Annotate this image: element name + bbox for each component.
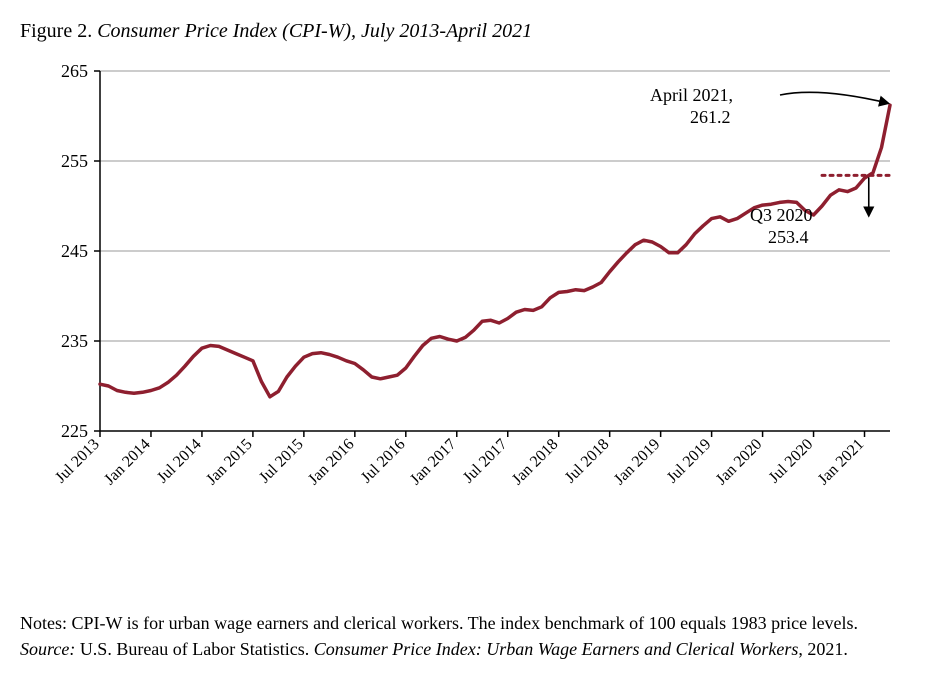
svg-text:225: 225 <box>61 421 88 441</box>
x-axis-label: Jul 2013 <box>52 436 103 487</box>
x-axis-label: Jan 2016 <box>305 436 358 489</box>
cpi-line-chart: 225235245255265Jul 2013Jan 2014Jul 2014J… <box>30 61 910 591</box>
svg-text:265: 265 <box>61 61 88 81</box>
annotation-april-2021: April 2021, <box>650 85 733 105</box>
x-axis-label: Jan 2020 <box>713 436 766 489</box>
svg-text:253.4: 253.4 <box>768 227 809 247</box>
x-axis-label: Jan 2014 <box>101 436 154 489</box>
x-axis-label: Jan 2018 <box>509 436 562 489</box>
x-axis-label: Jul 2015 <box>256 436 307 487</box>
x-axis-label: Jul 2014 <box>154 436 205 487</box>
chart-notes: Notes: CPI-W is for urban wage earners a… <box>20 611 918 635</box>
svg-text:261.2: 261.2 <box>690 107 731 127</box>
svg-text:255: 255 <box>61 151 88 171</box>
source-label: Source: <box>20 639 75 659</box>
x-axis-label: Jul 2016 <box>358 436 409 487</box>
x-axis-label: Jan 2019 <box>611 436 664 489</box>
x-axis-label: Jul 2017 <box>460 436 511 487</box>
chart-source: Source: U.S. Bureau of Labor Statistics.… <box>20 637 918 661</box>
x-axis-label: Jul 2018 <box>562 436 613 487</box>
x-axis-label: Jul 2020 <box>766 436 817 487</box>
x-axis-label: Jan 2017 <box>407 436 460 489</box>
svg-text:235: 235 <box>61 331 88 351</box>
x-axis-label: Jul 2019 <box>664 436 715 487</box>
figure-title: Figure 2. Consumer Price Index (CPI-W), … <box>20 20 918 43</box>
x-axis-label: Jan 2021 <box>815 436 868 489</box>
x-axis-label: Jan 2015 <box>203 436 256 489</box>
svg-text:245: 245 <box>61 241 88 261</box>
annotation-arrow-icon <box>780 92 888 103</box>
source-title: Consumer Price Index: Urban Wage Earners… <box>314 639 799 659</box>
source-year: , 2021. <box>798 639 848 659</box>
source-body: U.S. Bureau of Labor Statistics. <box>75 639 313 659</box>
chart-container: 225235245255265Jul 2013Jan 2014Jul 2014J… <box>30 61 918 591</box>
annotation-q3-2020: Q3 2020 <box>750 205 813 225</box>
figure-label: Figure 2. <box>20 20 92 42</box>
figure-desc: Consumer Price Index (CPI-W), July 2013-… <box>97 20 532 42</box>
